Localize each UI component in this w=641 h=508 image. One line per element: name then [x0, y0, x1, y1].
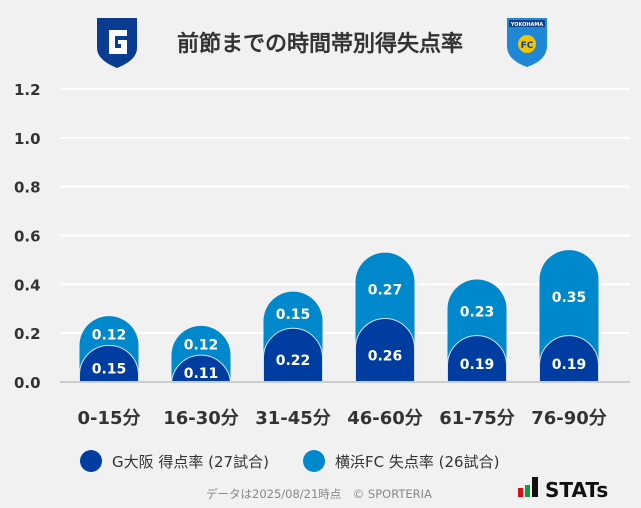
data-label-home: 0.19 [460, 357, 495, 373]
bar-home-segment [447, 335, 507, 382]
data-label-home: 0.22 [276, 353, 311, 369]
chart-title: 前節までの時間帯別得失点率 [177, 31, 463, 57]
y-tick-label: 1.2 [14, 81, 41, 99]
y-tick-label: 1.0 [14, 130, 41, 148]
y-tick-label: 0.8 [14, 179, 41, 197]
legend-label-home: G大阪 得点率 (27試合) [112, 453, 269, 471]
away-logo: YOKOHAMA FC [507, 18, 547, 67]
y-tick-label: 0.0 [14, 374, 41, 392]
x-tick-label: 0-15分 [77, 408, 140, 429]
legend-label-away: 横浜FC 失点率 (26試合) [335, 453, 499, 471]
x-tick-label: 16-30分 [163, 408, 239, 429]
data-label-home: 0.19 [552, 357, 587, 373]
data-label-away: 0.23 [460, 305, 495, 321]
svg-text:FC: FC [521, 41, 534, 51]
svg-text:YOKOHAMA: YOKOHAMA [510, 22, 544, 28]
data-label-away: 0.12 [184, 337, 219, 353]
bar-home-segment [355, 318, 415, 382]
y-tick-label: 0.6 [14, 228, 41, 246]
data-label-home: 0.11 [184, 366, 219, 382]
x-tick-label: 76-90分 [531, 408, 607, 429]
x-tick-label: 31-45分 [255, 408, 331, 429]
bar-home-segment [263, 327, 323, 382]
brand-text: STATs [545, 478, 608, 502]
home-logo [97, 18, 137, 68]
stats-logo: STATs [518, 477, 608, 502]
data-label-away: 0.35 [552, 290, 587, 306]
footer-note: データは2025/08/21時点 © SPORTERIA [206, 487, 432, 501]
y-tick-label: 0.2 [14, 325, 41, 343]
legend: G大阪 得点率 (27試合) 横浜FC 失点率 (26試合) [80, 450, 499, 472]
legend-marker-home [80, 450, 102, 472]
data-label-home: 0.26 [368, 348, 403, 364]
x-tick-label: 61-75分 [439, 408, 515, 429]
data-label-away: 0.15 [276, 307, 311, 323]
y-tick-label: 0.4 [14, 276, 41, 294]
bar-home-segment [171, 354, 231, 382]
bar-home-segment [79, 344, 139, 382]
bar-home-segment [539, 335, 599, 382]
legend-marker-away [303, 450, 325, 472]
data-label-away: 0.12 [92, 328, 127, 344]
data-label-home: 0.15 [92, 362, 127, 378]
data-label-away: 0.27 [368, 283, 403, 299]
x-tick-label: 46-60分 [347, 408, 423, 429]
